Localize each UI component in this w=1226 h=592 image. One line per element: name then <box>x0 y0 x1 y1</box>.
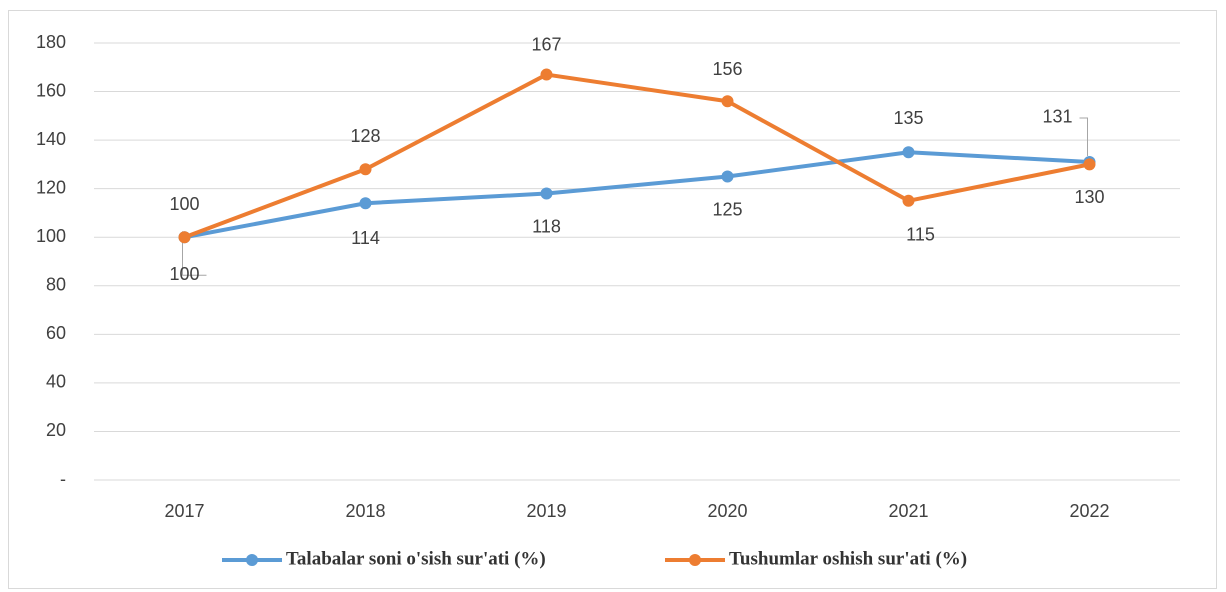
y-tick-label: 80 <box>46 275 66 295</box>
x-tick-label: 2019 <box>526 501 566 521</box>
data-label: 100 <box>169 264 199 284</box>
data-label: 128 <box>350 126 380 146</box>
x-tick-label: 2017 <box>164 501 204 521</box>
data-label: 135 <box>893 108 923 128</box>
data-point <box>1083 158 1096 171</box>
leader-line <box>1079 117 1088 156</box>
y-tick-label: 20 <box>46 420 66 440</box>
legend-marker <box>246 554 258 566</box>
data-point <box>721 95 734 108</box>
legend-marker <box>689 554 701 566</box>
x-tick-label: 2021 <box>888 501 928 521</box>
y-tick-label: 180 <box>36 32 66 52</box>
y-tick-label: 140 <box>36 129 66 149</box>
y-tick-label: 60 <box>46 323 66 343</box>
chart-border <box>8 10 1217 589</box>
data-label: 167 <box>531 34 561 54</box>
x-tick-label: 2020 <box>707 501 747 521</box>
x-tick-label: 2022 <box>1069 501 1109 521</box>
data-label: 100 <box>169 194 199 214</box>
series-line <box>184 150 1090 240</box>
y-tick-label: 160 <box>36 80 66 100</box>
data-point <box>540 187 553 200</box>
series-line <box>183 72 1090 240</box>
data-label: 156 <box>712 59 742 79</box>
data-point <box>902 194 915 207</box>
y-tick-label: 40 <box>46 372 66 392</box>
data-point <box>178 231 191 244</box>
data-point <box>359 163 372 176</box>
data-point <box>359 197 372 210</box>
legend-label: Talabalar soni o'sish sur'ati (%) <box>286 548 546 569</box>
data-point <box>540 68 553 81</box>
data-label: 125 <box>712 199 742 219</box>
data-point <box>902 146 915 159</box>
x-tick-label: 2018 <box>345 501 385 521</box>
y-tick-label: - <box>60 469 66 489</box>
data-label: 131 <box>1042 107 1072 127</box>
data-point <box>721 170 734 183</box>
data-label: 118 <box>532 216 561 236</box>
data-label: 130 <box>1074 187 1104 207</box>
legend-label: Tushumlar oshish sur'ati (%) <box>729 548 967 569</box>
y-tick-label: 120 <box>36 177 66 197</box>
y-tick-label: 100 <box>36 226 66 246</box>
data-label: 114 <box>351 228 380 248</box>
data-label: 115 <box>906 225 935 245</box>
leader-line <box>182 231 207 276</box>
